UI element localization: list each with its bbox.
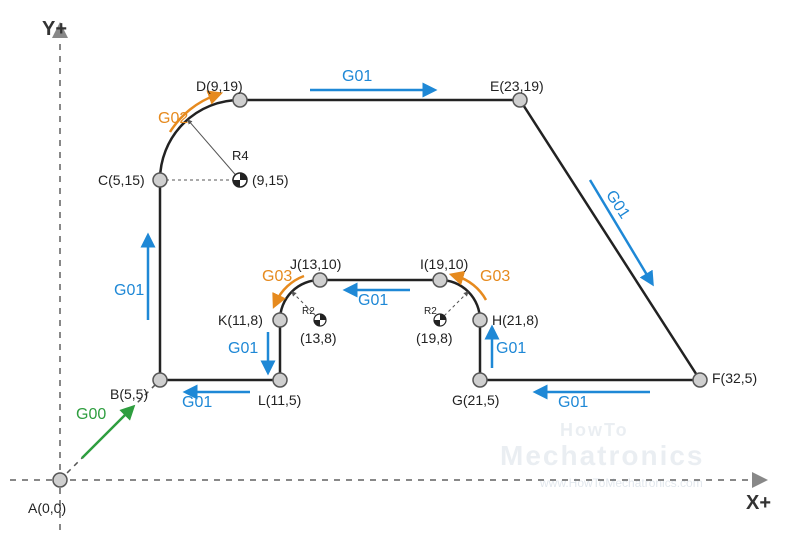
label-F: F(32,5) [712, 370, 757, 386]
gcode-cd: G02 [158, 110, 188, 128]
arc-centers [233, 173, 446, 326]
label-A: A(0,0) [28, 500, 66, 516]
label-R2b: R2 [424, 306, 437, 317]
gcode-ij: G01 [358, 292, 388, 310]
gcode-hi: G03 [480, 268, 510, 286]
label-E: E(23,19) [490, 78, 544, 94]
x-axis-label: X+ [746, 492, 771, 515]
gcode-jk: G03 [262, 268, 292, 286]
label-L: L(11,5) [258, 392, 301, 408]
label-J: J(13,10) [290, 256, 341, 272]
y-axis-label: Y+ [42, 18, 67, 41]
gcode-lb: G01 [182, 394, 212, 412]
gcode-bc: G01 [114, 282, 144, 300]
label-R2a: R2 [302, 306, 315, 317]
label-D: D(9,19) [196, 78, 243, 94]
label-R2a-coord: (13,8) [300, 330, 337, 346]
watermark-line2: Mechatronics [500, 440, 705, 472]
label-R4-coord: (9,15) [252, 172, 289, 188]
label-B: B(5,5) [110, 386, 148, 402]
watermark-line1: HowTo [560, 420, 629, 441]
label-R2b-coord: (19,8) [416, 330, 453, 346]
label-H: H(21,8) [492, 312, 539, 328]
label-R4: R4 [232, 148, 249, 163]
gcode-g00: G00 [76, 406, 106, 424]
gcode-kl: G01 [228, 340, 258, 358]
watermark-sub: www.HowToMechatronics.com [540, 476, 703, 490]
label-I: I(19,10) [420, 256, 468, 272]
label-G: G(21,5) [452, 392, 499, 408]
gcode-fg: G01 [558, 394, 588, 412]
label-K: K(11,8) [218, 312, 263, 328]
gcode-de: G01 [342, 68, 372, 86]
label-C: C(5,15) [98, 172, 145, 188]
cnc-gcode-diagram: Y+ X+ A(0,0) B(5,5) C(5,15) D(9,19) E(23… [0, 0, 800, 550]
gcode-gh: G01 [496, 340, 526, 358]
